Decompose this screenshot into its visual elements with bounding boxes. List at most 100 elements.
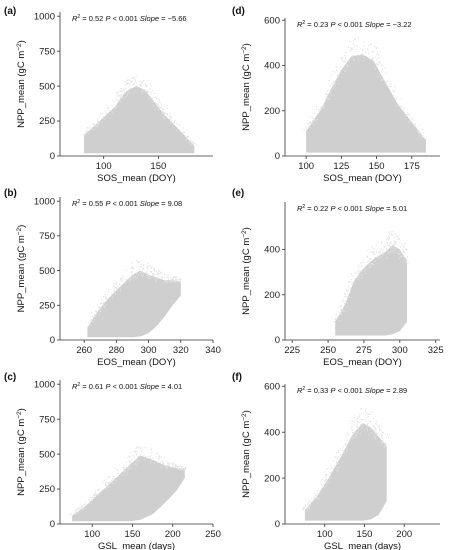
scatter-point bbox=[82, 505, 84, 507]
scatter-point bbox=[112, 108, 114, 110]
scatter-point bbox=[334, 85, 336, 87]
scatter-point bbox=[393, 251, 395, 254]
scatter-point bbox=[324, 482, 326, 484]
scatter-point bbox=[125, 95, 127, 98]
scatter-point bbox=[402, 261, 404, 263]
y-tick-label: 1000 bbox=[34, 196, 55, 207]
point-cloud-d bbox=[306, 54, 426, 153]
scatter-point bbox=[179, 465, 181, 467]
scatter-point bbox=[142, 267, 145, 269]
scatter-point bbox=[148, 94, 150, 96]
scatter-point bbox=[368, 420, 370, 422]
scatter-point bbox=[326, 476, 328, 479]
scatter-point bbox=[132, 455, 134, 457]
scatter-point bbox=[346, 302, 348, 304]
scatter-point bbox=[352, 55, 354, 57]
scatter-point bbox=[103, 296, 105, 298]
scatter-point bbox=[144, 84, 146, 86]
scatter-points-e bbox=[334, 230, 409, 322]
scatter-point bbox=[134, 82, 136, 84]
scatter-point bbox=[370, 258, 372, 260]
scatter-point bbox=[137, 446, 139, 448]
scatter-point bbox=[155, 98, 158, 100]
scatter-point bbox=[103, 302, 105, 304]
point-cloud-e bbox=[335, 245, 407, 336]
scatter-point bbox=[137, 276, 139, 278]
scatter-point bbox=[154, 108, 156, 110]
scatter-point bbox=[88, 502, 90, 504]
scatter-point bbox=[158, 458, 160, 460]
scatter-point bbox=[160, 271, 162, 273]
scatter-point bbox=[73, 509, 75, 511]
scatter-point bbox=[127, 455, 130, 457]
scatter-point bbox=[385, 244, 387, 246]
scatter-point bbox=[97, 489, 99, 492]
scatter-point bbox=[314, 119, 316, 121]
scatter-point bbox=[125, 269, 127, 271]
panel-c: 0 250 500 750 1000 100 150 200 250 GSL_mean (days… bbox=[4, 372, 221, 550]
scatter-points-a bbox=[83, 75, 198, 146]
scatter-point bbox=[385, 247, 387, 249]
scatter-point bbox=[130, 468, 132, 470]
scatter-point bbox=[143, 89, 145, 91]
scatter-point bbox=[320, 484, 322, 486]
scatter-point bbox=[161, 277, 163, 279]
scatter-point bbox=[168, 463, 170, 465]
scatter-point bbox=[184, 135, 186, 137]
scatter-point bbox=[359, 415, 361, 418]
scatter-point bbox=[163, 464, 165, 466]
scatter-point bbox=[355, 272, 357, 274]
scatter-point bbox=[375, 252, 377, 254]
scatter-point bbox=[147, 455, 149, 457]
scatter-point bbox=[157, 99, 159, 101]
scatter-point bbox=[141, 82, 143, 84]
scatter-point bbox=[69, 514, 71, 516]
scatter-point bbox=[133, 77, 135, 79]
scatter-point bbox=[356, 423, 359, 425]
scatter-point bbox=[138, 460, 140, 462]
scatter-point bbox=[373, 264, 375, 266]
scatter-point bbox=[398, 109, 400, 112]
scatter-point bbox=[156, 462, 158, 464]
scatter-point bbox=[164, 112, 166, 114]
y-axis-label: NPP_mean (gC m−2) bbox=[241, 43, 252, 131]
scatter-point bbox=[334, 82, 336, 84]
scatter-point bbox=[107, 481, 109, 483]
scatter-point bbox=[405, 249, 407, 251]
scatter-point bbox=[161, 276, 163, 278]
scatter-point bbox=[382, 440, 384, 442]
scatter-point bbox=[122, 95, 124, 98]
scatter-point bbox=[377, 75, 379, 77]
scatter-point bbox=[87, 127, 89, 129]
scatter-point bbox=[387, 238, 389, 241]
scatter-point bbox=[369, 58, 371, 60]
scatter-point bbox=[184, 468, 186, 470]
scatter-point bbox=[351, 431, 353, 434]
scatter-point bbox=[342, 309, 344, 311]
scatter-point bbox=[313, 496, 315, 498]
scatter-point bbox=[101, 303, 103, 305]
scatter-point bbox=[311, 119, 313, 122]
scatter-point bbox=[344, 71, 347, 73]
scatter-point bbox=[163, 462, 165, 464]
scatter-point bbox=[142, 272, 144, 274]
scatter-point bbox=[131, 262, 133, 264]
scatter-point bbox=[170, 463, 172, 465]
scatter-point bbox=[393, 236, 395, 238]
scatter-point bbox=[176, 280, 178, 282]
scatter-point bbox=[125, 461, 127, 463]
scatter-point bbox=[192, 143, 194, 145]
scatter-point bbox=[399, 98, 401, 100]
scatter-point bbox=[147, 262, 149, 264]
scatter-point bbox=[353, 421, 355, 423]
scatter-point bbox=[339, 319, 341, 321]
scatter-point bbox=[91, 128, 94, 130]
scatter-point bbox=[358, 264, 360, 267]
scatter-point bbox=[341, 58, 343, 60]
scatter-point bbox=[97, 119, 99, 122]
scatter-point bbox=[122, 466, 125, 468]
scatter-point bbox=[133, 76, 135, 78]
scatter-point bbox=[351, 57, 353, 59]
scatter-point bbox=[342, 455, 344, 457]
scatter-point bbox=[363, 429, 365, 431]
